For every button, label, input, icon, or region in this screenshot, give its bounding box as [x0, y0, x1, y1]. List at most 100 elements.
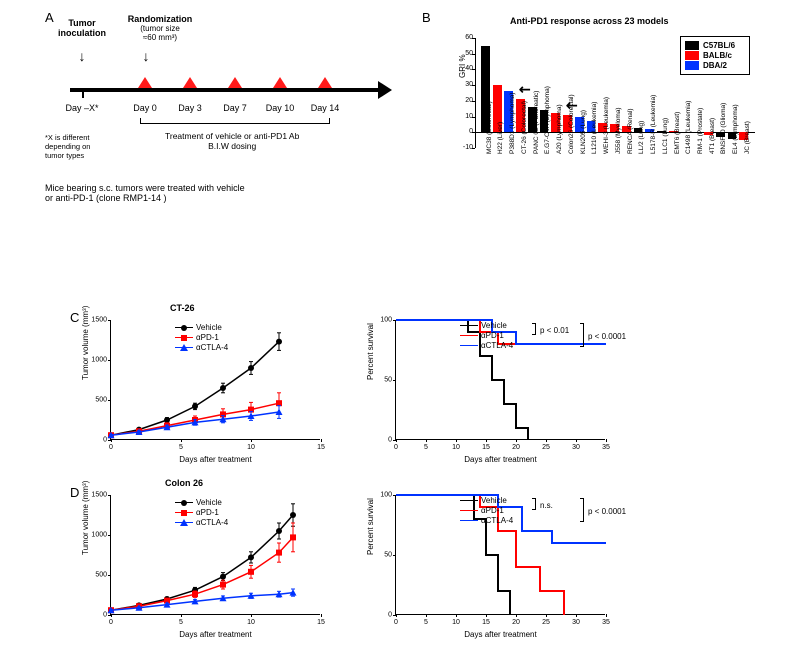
b-category-label: LL/2 (Lung): [638, 121, 645, 154]
xtick-label: 30: [572, 444, 580, 451]
b-legend-item: C57BL/6: [685, 41, 745, 50]
b-category-label: L5178-R (Leukemia): [650, 95, 657, 154]
b-category-label: J558 (Myeloma): [615, 107, 622, 154]
xtick-label: 5: [179, 619, 183, 626]
xtick-label: 25: [542, 444, 550, 451]
pval-combined: p < 0.0001: [588, 332, 626, 341]
dose-triangle-icon: [228, 77, 242, 88]
xtick-label: 25: [542, 619, 550, 626]
pval-combined: p < 0.0001: [588, 507, 626, 516]
ytick-label: 100: [374, 317, 392, 324]
pval-pd1: p < 0.01: [540, 326, 569, 335]
legend-item: Vehicle: [460, 496, 513, 505]
day-label: Day 3: [178, 103, 202, 113]
b-ytick-label: 50: [459, 50, 473, 57]
ytick-label: 1500: [89, 317, 107, 324]
legend-item: αCTLA-4: [175, 343, 228, 352]
xtick-label: 30: [572, 619, 580, 626]
series-line: [111, 537, 293, 610]
panel-c: C CT-26 051015050010001500Tumor volume (…: [90, 315, 690, 480]
ytick-label: 1500: [89, 492, 107, 499]
b-ytick-label: 10: [459, 113, 473, 120]
b-ytick-label: 60: [459, 34, 473, 41]
x-axis-title: Days after treatment: [179, 455, 251, 464]
b-category-label: A20 (Lymphoma): [556, 104, 563, 154]
colon26-survival-legend: VehicleαPD-1αCTLA-4: [460, 496, 513, 526]
b-ytick-label: 0: [459, 128, 473, 135]
day-label: Day 10: [266, 103, 295, 113]
pval-bracket: [580, 498, 584, 522]
legend-item: αCTLA-4: [460, 516, 513, 525]
y-axis-title: Percent survival: [366, 498, 375, 555]
y-axis-title: Percent survival: [366, 323, 375, 380]
panel-a-schematic: A Tumor inoculation ↓ Randomization (tum…: [50, 18, 410, 218]
b-category-label: 4T1 (Breast): [709, 118, 716, 154]
pval-bracket: [532, 498, 536, 510]
b-category-label: L1210 (Leukemia): [591, 102, 598, 154]
b-category-label: E.G7-OVA (Lymphoma): [544, 86, 551, 154]
pval-bracket: [532, 323, 536, 335]
xtick-label: 15: [482, 444, 490, 451]
ytick-label: 500: [89, 397, 107, 404]
panel-b-legend: C57BL/6BALB/cDBA/2: [680, 36, 750, 75]
b-category-label: BNSF10 (Glioma): [720, 103, 727, 154]
pval-bracket: [580, 323, 584, 347]
legend-item: αPD-1: [460, 506, 513, 515]
ytick-label: 100: [374, 492, 392, 499]
pval-pd1: n.s.: [540, 501, 553, 510]
ct26-growth-legend: VehicleαPD-1αCTLA-4: [175, 323, 228, 353]
xtick-label: 15: [317, 444, 325, 451]
y-axis-title: Tumor volume (mm³): [81, 481, 90, 555]
xtick-label: 10: [452, 619, 460, 626]
panel-b-title: Anti-PD1 response across 23 models: [510, 16, 669, 26]
xtick-label: 15: [317, 619, 325, 626]
panel-b-label: B: [422, 10, 431, 25]
panel-b-barchart: B Anti-PD1 response across 23 models GRI…: [430, 18, 770, 248]
b-category-label: EMT6 (Breast): [674, 112, 681, 154]
ct26-survival-legend: VehicleαPD-1αCTLA-4: [460, 321, 513, 351]
day-label: Day 7: [223, 103, 247, 113]
arrow-down-icon: ↓: [143, 48, 150, 64]
dose-triangle-icon: [138, 77, 152, 88]
arrow-down-icon: ↓: [79, 48, 86, 64]
ytick-label: 1000: [89, 532, 107, 539]
xtick-label: 5: [424, 619, 428, 626]
b-ytick-label: -10: [459, 144, 473, 151]
xtick-label: 10: [247, 444, 255, 451]
x-axis-title: Days after treatment: [464, 455, 536, 464]
day-label: Day –X*: [65, 103, 98, 113]
xtick-label: 20: [512, 444, 520, 451]
panel-a-label: A: [45, 10, 54, 25]
tumor-inoculation-label: Tumor inoculation: [58, 18, 106, 38]
day-label: Day 14: [311, 103, 340, 113]
xtick-label: 10: [247, 619, 255, 626]
ytick-label: 0: [89, 437, 107, 444]
b-category-label: JC (Breast): [744, 121, 751, 154]
legend-item: αPD-1: [460, 331, 513, 340]
xtick-label: 0: [109, 444, 113, 451]
panel-d-label: D: [70, 485, 79, 500]
dose-triangle-icon: [318, 77, 332, 88]
b-ytick-label: 30: [459, 81, 473, 88]
legend-item: Vehicle: [175, 323, 228, 332]
panel-d-title: Colon 26: [165, 478, 203, 488]
timeline-arrowhead-icon: [378, 81, 392, 99]
b-category-label: RM-1 (Prostate): [697, 108, 704, 154]
legend-item: Vehicle: [460, 321, 513, 330]
b-category-label: P388D1 (Lymphoma): [509, 92, 516, 154]
xtick-label: 10: [452, 444, 460, 451]
b-category-label: PANC 02 (Pancreatic): [533, 91, 540, 154]
b-ytick-label: 40: [459, 65, 473, 72]
xtick-label: 5: [424, 444, 428, 451]
b-category-label: MC38 (Colorectal): [486, 101, 493, 154]
ytick-label: 50: [374, 377, 392, 384]
ytick-label: 0: [374, 437, 392, 444]
xtick-label: 35: [602, 444, 610, 451]
colon26-growth-legend: VehicleαPD-1αCTLA-4: [175, 498, 228, 528]
y-axis-title: Tumor volume (mm³): [81, 306, 90, 380]
panel-c-label: C: [70, 310, 79, 325]
timeline-axis: [70, 88, 380, 92]
legend-item: αCTLA-4: [460, 341, 513, 350]
legend-item: αCTLA-4: [175, 518, 228, 527]
panel-d: D Colon 26 051015050010001500Tumor volum…: [90, 490, 690, 655]
